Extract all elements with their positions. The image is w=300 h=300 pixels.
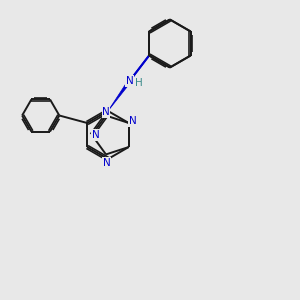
Polygon shape xyxy=(108,80,131,111)
Text: N: N xyxy=(102,107,110,117)
Text: N: N xyxy=(126,76,134,86)
Text: N: N xyxy=(103,158,110,168)
Text: N: N xyxy=(128,116,136,127)
Text: H: H xyxy=(135,77,142,88)
Text: N: N xyxy=(92,130,99,140)
